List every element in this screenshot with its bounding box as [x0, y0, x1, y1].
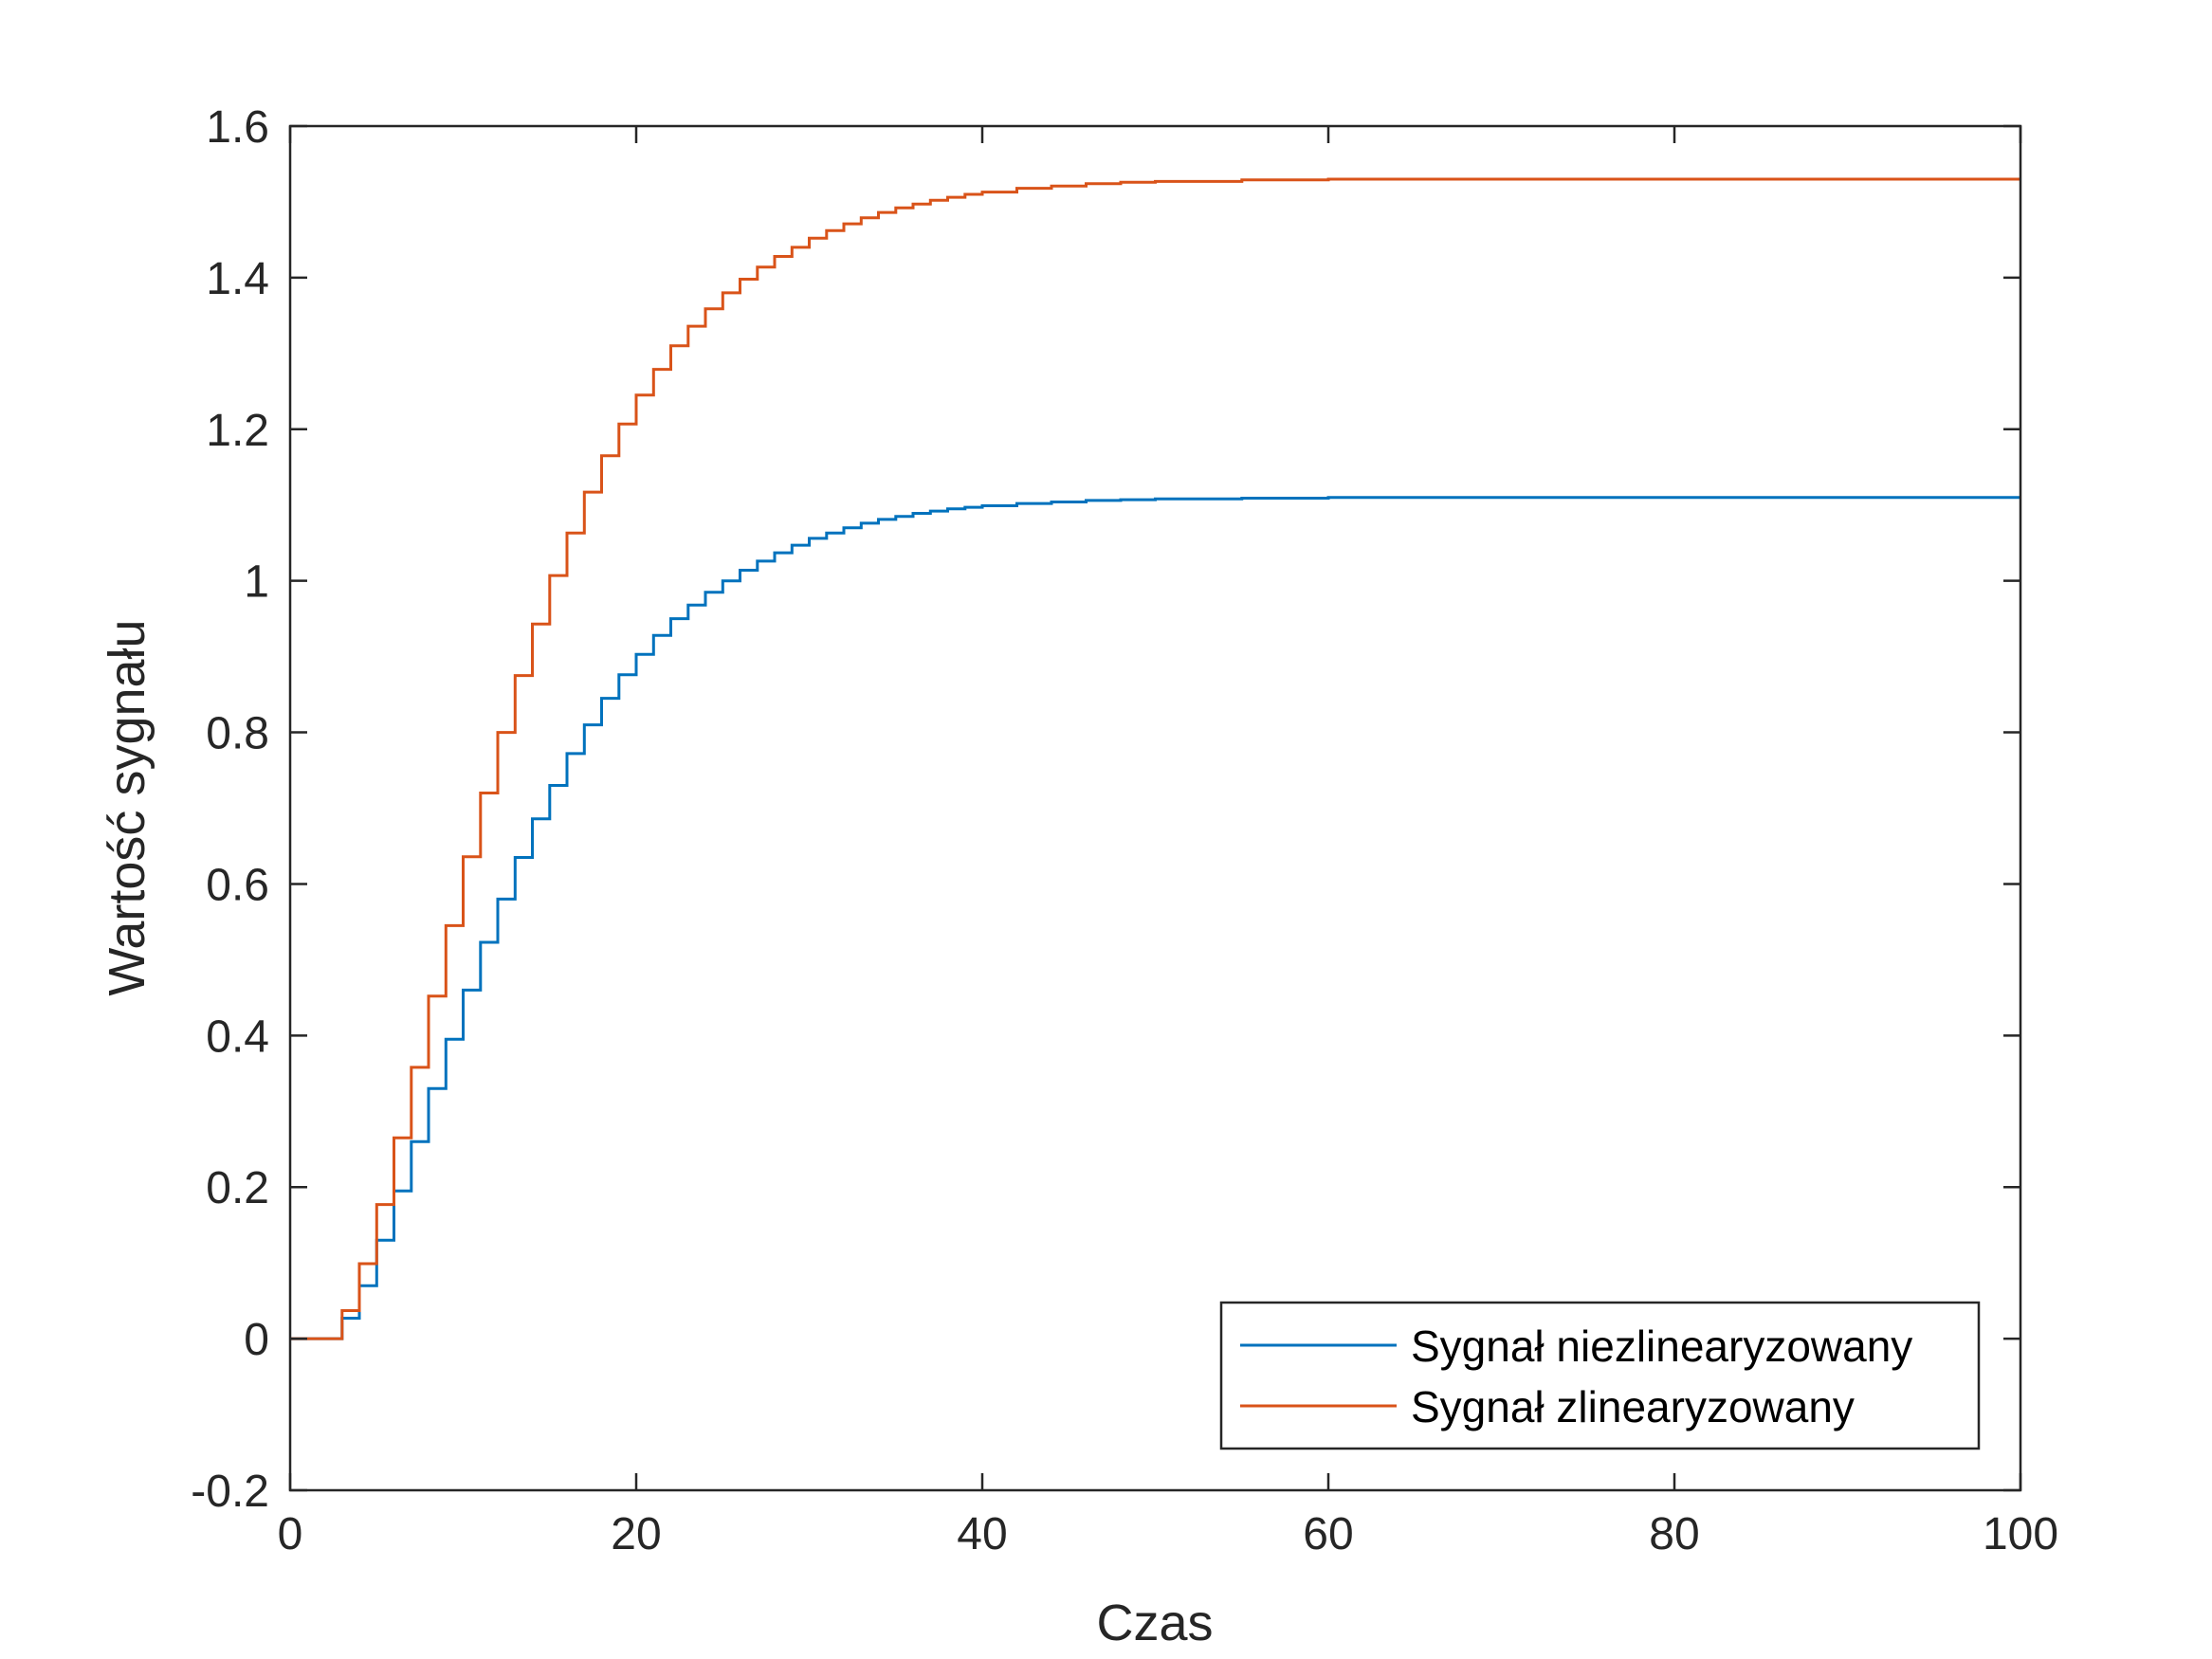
plot-area: [290, 126, 2020, 1490]
y-tick-label: 1: [244, 557, 269, 608]
y-tick-label: 0.8: [206, 709, 269, 759]
y-tick-label: 1.6: [206, 102, 269, 153]
y-tick-label: 0: [244, 1315, 269, 1365]
y-tick-label: 0.6: [206, 860, 269, 910]
y-tick-label: -0.2: [191, 1467, 269, 1517]
x-tick-label: 0: [278, 1509, 303, 1559]
y-tick-label: 0.2: [206, 1163, 269, 1213]
y-axis-title: Wartość sygnału: [99, 619, 155, 995]
series-layer: [290, 177, 2020, 1340]
ticks-layer: 0 20 40 60 80 100-0.200.20.40.60.811.21.41.6: [191, 102, 2058, 1559]
x-tick-label: 80: [1649, 1509, 1699, 1559]
y-tick-label: 1.4: [206, 254, 269, 304]
x-axis-title: Czas: [1096, 1595, 1213, 1651]
legend: Sygnał niezlinearyzowany Sygnał zlineary…: [1219, 1301, 1981, 1450]
series-line-1: [290, 496, 2020, 1340]
series-line-2: [290, 177, 2020, 1340]
legend-label-series-1: Sygnał niezlinearyzowany: [1411, 1322, 1912, 1371]
x-tick-label: 20: [611, 1509, 661, 1559]
y-tick-label: 1.2: [206, 406, 269, 456]
y-tick-label: 0.4: [206, 1012, 269, 1062]
plot-frame: [288, 124, 2022, 1492]
x-tick-label: 40: [957, 1509, 1007, 1559]
x-tick-label: 100: [1983, 1509, 2058, 1559]
legend-label-series-2: Sygnał zlinearyzowany: [1411, 1382, 1855, 1431]
legend-box: [1219, 1301, 1981, 1450]
x-tick-label: 60: [1303, 1509, 1353, 1559]
